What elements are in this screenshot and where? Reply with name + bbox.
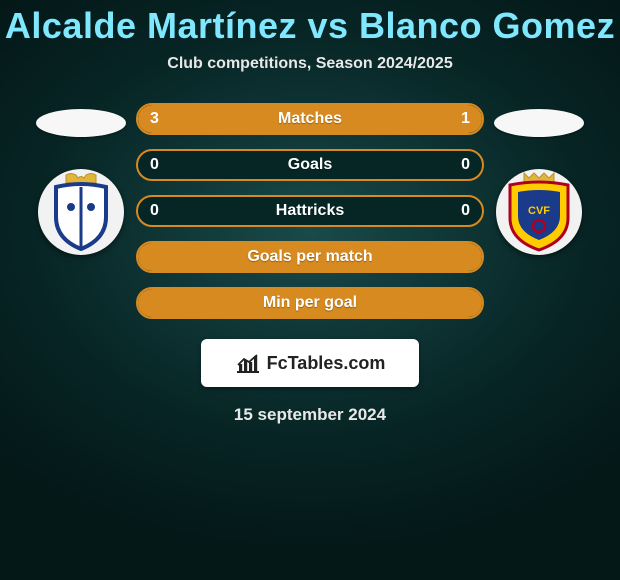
brand-badge[interactable]: FcTables.com — [201, 339, 419, 387]
stat-bar: 3 1 Matches — [136, 103, 484, 135]
stat-value-right: 0 — [461, 202, 470, 220]
competition-subtitle: Club competitions, Season 2024/2025 — [0, 55, 620, 73]
shield-icon: CVF — [502, 172, 576, 252]
left-player-photo-placeholder — [36, 109, 126, 137]
stat-label: Matches — [278, 110, 342, 128]
svg-text:CVF: CVF — [528, 205, 550, 217]
page-title: Alcalde Martínez vs Blanco Gomez — [0, 5, 620, 47]
stat-value-right: 1 — [461, 110, 470, 128]
bar-chart-icon — [235, 352, 261, 374]
date-line: 15 september 2024 — [0, 405, 620, 425]
stat-label: Goals — [288, 156, 332, 174]
right-club-crest: CVF — [496, 169, 582, 255]
left-club-crest — [38, 169, 124, 255]
stats-column: 3 1 Matches 0 0 Goals 0 0 Hattricks Goals per mat… — [136, 101, 484, 319]
stat-label: Min per goal — [263, 294, 357, 312]
left-side — [26, 101, 136, 255]
brand-text: FcTables.com — [267, 353, 386, 374]
stat-label: Hattricks — [276, 202, 344, 220]
shield-icon — [46, 173, 116, 251]
stat-fill-left — [138, 105, 396, 133]
stat-bar: Min per goal — [136, 287, 484, 319]
stat-value-left: 0 — [150, 202, 159, 220]
right-player-photo-placeholder — [494, 109, 584, 137]
stat-bar: 0 0 Goals — [136, 149, 484, 181]
stat-value-left: 0 — [150, 156, 159, 174]
content-root: Alcalde Martínez vs Blanco Gomez Club co… — [0, 0, 620, 425]
stat-bar: Goals per match — [136, 241, 484, 273]
right-side: CVF — [484, 101, 594, 255]
stat-label: Goals per match — [247, 248, 372, 266]
stat-bar: 0 0 Hattricks — [136, 195, 484, 227]
stat-value-right: 0 — [461, 156, 470, 174]
main-row: 3 1 Matches 0 0 Goals 0 0 Hattricks Goals per mat… — [0, 101, 620, 319]
stat-value-left: 3 — [150, 110, 159, 128]
